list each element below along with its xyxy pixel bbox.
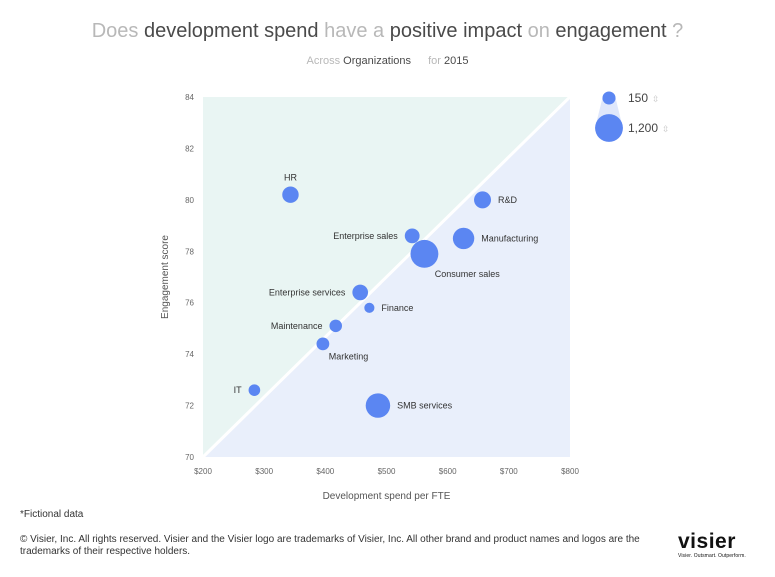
subtitle-organizations[interactable]: Organizations bbox=[343, 55, 412, 67]
data-point bbox=[410, 239, 439, 268]
data-point bbox=[248, 384, 261, 396]
y-tick-label: 74 bbox=[185, 350, 194, 359]
x-tick-label: $600 bbox=[439, 467, 457, 476]
y-tick-label: 82 bbox=[185, 144, 194, 153]
data-label: Enterprise services bbox=[269, 287, 346, 297]
copyright-text: © Visier, Inc. All rights reserved. Visi… bbox=[20, 534, 640, 557]
logo-wordmark: visier bbox=[678, 530, 736, 553]
legend-large-label: 1,200 ⇳ bbox=[628, 121, 670, 135]
data-point bbox=[474, 191, 492, 209]
y-tick-label: 84 bbox=[185, 93, 194, 102]
chart-subtitle: Across Organizations for 2015 bbox=[0, 55, 775, 67]
data-label: Maintenance bbox=[271, 321, 323, 331]
data-point bbox=[365, 393, 391, 418]
data-point bbox=[329, 319, 342, 333]
title-part: on bbox=[522, 20, 556, 42]
data-label: HR bbox=[284, 172, 297, 182]
fictional-data-note: *Fictional data bbox=[20, 509, 84, 520]
data-point bbox=[316, 337, 330, 351]
legend-small-bubble bbox=[602, 91, 616, 105]
data-label: Consumer sales bbox=[435, 269, 501, 279]
title-part: Does bbox=[91, 20, 144, 42]
x-axis-label: Development spend per FTE bbox=[323, 491, 451, 502]
legend-large-bubble bbox=[595, 114, 623, 142]
x-tick-label: $300 bbox=[255, 467, 273, 476]
subtitle-across: Across bbox=[306, 55, 341, 67]
title-part: have a bbox=[318, 20, 390, 42]
sort-arrows-icon[interactable]: ⇳ bbox=[652, 94, 660, 104]
data-label: Finance bbox=[381, 303, 413, 313]
sort-arrows-icon[interactable]: ⇳ bbox=[662, 124, 670, 134]
x-tick-label: $500 bbox=[378, 467, 396, 476]
data-label: Manufacturing bbox=[481, 233, 538, 243]
y-tick-label: 70 bbox=[185, 453, 194, 462]
visier-logo: visier Visier. Outsmart. Outperform. bbox=[678, 530, 763, 560]
data-label: IT bbox=[234, 385, 243, 395]
data-point bbox=[282, 186, 299, 203]
data-point bbox=[452, 227, 475, 250]
title-part: positive impact bbox=[389, 20, 523, 42]
data-point bbox=[404, 228, 420, 244]
subtitle-year[interactable]: 2015 bbox=[444, 55, 469, 67]
chart-title: Does development spend have a positive i… bbox=[0, 20, 775, 43]
y-axis-label: Engagement score bbox=[160, 235, 171, 319]
data-label: Enterprise sales bbox=[333, 231, 398, 241]
data-label: Marketing bbox=[329, 351, 369, 361]
y-tick-label: 80 bbox=[185, 196, 194, 205]
title-part: ? bbox=[666, 20, 684, 42]
x-tick-label: $200 bbox=[194, 467, 212, 476]
x-tick-label: $700 bbox=[500, 467, 518, 476]
y-tick-label: 72 bbox=[185, 402, 194, 411]
y-tick-label: 76 bbox=[185, 299, 194, 308]
x-tick-label: $400 bbox=[316, 467, 334, 476]
subtitle-for: for bbox=[428, 55, 441, 67]
y-tick-label: 78 bbox=[185, 247, 194, 256]
data-label: R&D bbox=[498, 195, 518, 205]
logo-tagline: Visier. Outsmart. Outperform. bbox=[678, 553, 746, 559]
legend-small-label: 150 ⇳ bbox=[628, 91, 660, 105]
x-tick-label: $800 bbox=[561, 467, 579, 476]
data-point bbox=[352, 284, 369, 301]
data-label: SMB services bbox=[397, 401, 453, 411]
data-point bbox=[364, 302, 375, 313]
title-part: engagement bbox=[555, 20, 667, 42]
diagonal-line bbox=[201, 87, 580, 459]
title-part: development spend bbox=[143, 20, 319, 42]
